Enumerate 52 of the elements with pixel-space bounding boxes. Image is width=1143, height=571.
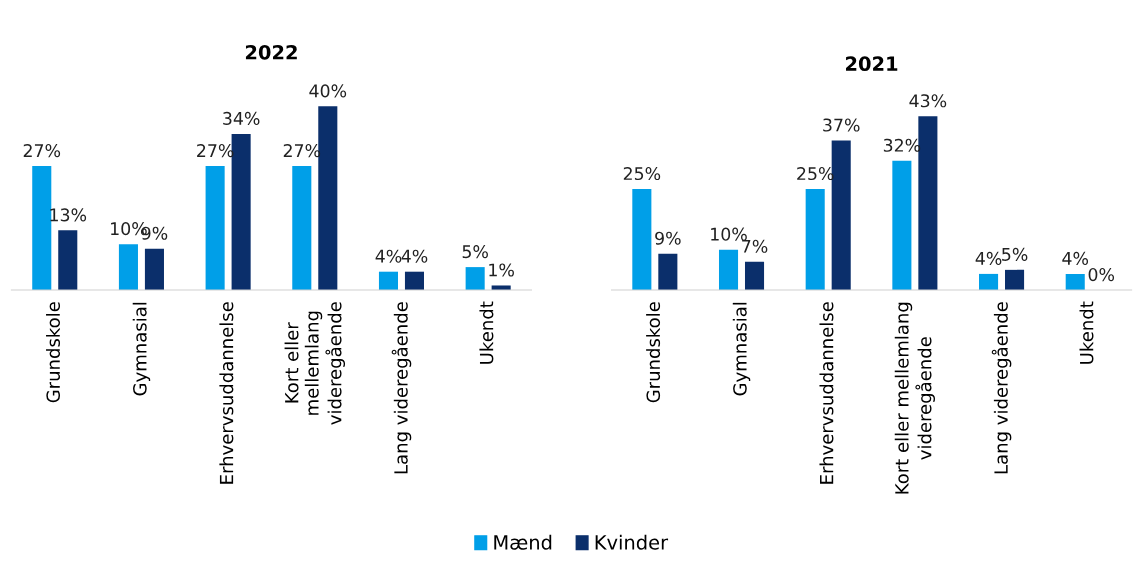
data-label: 34% [223,111,260,125]
bar [658,253,678,291]
x-tick-label: Lang videregående [391,302,412,474]
data-label: 40% [309,84,347,98]
x-tick-label: Erhvervsuddannelse [219,302,234,484]
x-tick-label: Kort eller mellemlang videregående [894,302,935,494]
bar [378,271,399,291]
bar [292,166,312,291]
bar [205,166,225,291]
x-tick-label: Grundskole [646,302,661,403]
data-label: 37% [823,118,860,132]
data-label: 4% [975,251,1002,265]
data-label: 0% [1088,268,1115,282]
chart-title: 2022 [245,44,297,60]
bar [1065,273,1085,291]
bar [404,271,425,291]
chart-title: 2021 [846,56,898,72]
data-label: 5% [462,245,488,259]
x-tick-label: Ukendt [1079,301,1094,364]
bar [32,166,52,291]
legend-label: Mænd [494,534,552,550]
bar [892,160,912,291]
bar [979,273,999,291]
bar [144,248,164,291]
bar [465,267,485,291]
x-tick-label: Ukendt [479,301,494,364]
x-tick-label: Grundskole [46,302,61,403]
bar [1005,269,1025,291]
bar [805,189,825,291]
bar [118,244,138,291]
data-label: 4% [1062,251,1089,265]
x-tick-label: Gymnasial [732,302,751,396]
data-label: 4% [375,249,402,263]
bar [58,230,78,291]
data-label: 7% [742,239,768,253]
data-label: 43% [909,94,947,108]
bar [632,189,652,291]
x-tick-label: Gymnasial [132,302,151,396]
bar [744,261,765,291]
data-label: 4% [401,249,428,263]
data-label: 27% [23,144,61,158]
bar [718,249,739,291]
bar [318,106,338,291]
data-label: 25% [623,166,661,181]
legend-label: Kvinder [595,534,669,550]
data-label: 10% [711,227,747,241]
data-label: 9% [655,231,681,245]
x-tick-label: Erhvervsuddannelse [819,302,834,484]
x-tick-label: Lang videregående [991,302,1012,474]
x-tick-label: Kort eller mellemlang videregående [284,302,346,425]
data-label: 5% [1002,247,1028,261]
data-label: 1% [489,263,514,277]
